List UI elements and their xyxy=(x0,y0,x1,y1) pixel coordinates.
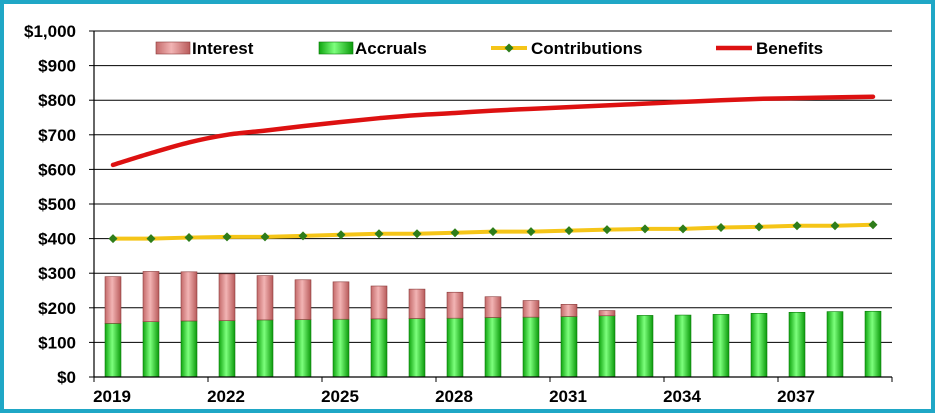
y-tick-label: $400 xyxy=(38,230,76,249)
y-tick-label: $500 xyxy=(38,195,76,214)
bar-interest xyxy=(522,300,540,318)
y-tick-label: $1,000 xyxy=(24,22,76,41)
x-tick-label: 2034 xyxy=(663,387,701,406)
legend-swatch-interest xyxy=(155,41,191,55)
bar-interest xyxy=(408,288,426,319)
contributions-marker xyxy=(184,233,194,243)
contributions-marker xyxy=(564,226,574,236)
bar-interest xyxy=(446,291,464,319)
contributions-marker xyxy=(374,229,384,239)
bar-accruals xyxy=(180,320,198,378)
contributions-marker xyxy=(412,229,422,239)
bar-accruals xyxy=(370,318,388,378)
x-tick-label: 2022 xyxy=(207,387,245,406)
x-tick-label: 2031 xyxy=(549,387,587,406)
bar-accruals xyxy=(826,311,844,378)
y-tick-label: $300 xyxy=(38,264,76,283)
bar-accruals xyxy=(598,315,616,378)
bar-interest xyxy=(560,304,578,317)
contributions-marker xyxy=(488,227,498,237)
bar-interest xyxy=(332,281,350,320)
legend-label-accruals: Accruals xyxy=(355,39,427,58)
legend-label-contributions: Contributions xyxy=(531,39,642,58)
bar-interest xyxy=(180,271,198,322)
contributions-marker xyxy=(868,220,878,230)
contributions-marker xyxy=(526,227,536,237)
legend-label-benefits: Benefits xyxy=(756,39,823,58)
contributions-marker xyxy=(754,222,764,232)
bar-interest xyxy=(370,285,388,320)
bar-accruals xyxy=(218,320,236,378)
bar-accruals xyxy=(256,319,274,378)
x-tick-label: 2037 xyxy=(777,387,815,406)
bars xyxy=(104,271,882,378)
contributions-marker xyxy=(830,221,840,231)
bar-accruals xyxy=(484,317,502,378)
y-tick-label: $0 xyxy=(57,368,76,387)
legend: Interest Accruals Contributions Benefits xyxy=(155,39,823,58)
bar-accruals xyxy=(522,316,540,378)
x-tick-label: 2025 xyxy=(321,387,359,406)
y-tick-label: $800 xyxy=(38,91,76,110)
contributions-marker xyxy=(260,232,270,242)
contributions-marker xyxy=(450,228,460,238)
benefits-line xyxy=(110,94,876,168)
contributions-marker xyxy=(146,234,156,244)
bar-accruals xyxy=(788,311,806,378)
gridlines xyxy=(94,30,892,343)
legend-label-interest: Interest xyxy=(192,39,254,58)
contributions-marker xyxy=(298,231,308,241)
y-tick-label: $200 xyxy=(38,299,76,318)
bar-accruals xyxy=(104,323,122,378)
bar-interest xyxy=(598,310,616,317)
bar-accruals xyxy=(864,310,882,378)
bar-accruals xyxy=(560,316,578,378)
lines xyxy=(108,94,878,244)
bar-accruals xyxy=(408,318,426,378)
y-tick-label: $700 xyxy=(38,126,76,145)
bar-accruals xyxy=(636,315,654,378)
bar-interest xyxy=(484,296,502,318)
x-tick-labels: 2019 2022 2025 2028 2031 2034 2037 xyxy=(93,387,815,406)
contributions-marker xyxy=(640,224,650,234)
legend-swatch-accruals xyxy=(318,41,354,55)
bar-accruals xyxy=(142,321,160,378)
contributions-marker xyxy=(108,234,118,244)
contributions-marker xyxy=(792,221,802,231)
y-tick-label: $900 xyxy=(38,57,76,76)
chart-svg: $0 $100 $200 $300 $400 $500 $600 $700 $800 $900 $1… xyxy=(24,22,893,406)
y-tick-label: $100 xyxy=(38,333,76,352)
bar-interest xyxy=(142,271,160,322)
bar-accruals xyxy=(712,314,730,378)
axes xyxy=(89,30,893,382)
bar-accruals xyxy=(446,317,464,378)
contributions-marker xyxy=(336,230,346,240)
bar-interest xyxy=(256,275,274,321)
bar-interest xyxy=(218,273,236,321)
y-tick-label: $600 xyxy=(38,160,76,179)
bar-interest xyxy=(104,276,122,324)
contributions-marker xyxy=(602,225,612,235)
bar-accruals xyxy=(674,314,692,378)
contributions-marker xyxy=(222,232,232,242)
x-tick-label: 2028 xyxy=(435,387,473,406)
contributions-marker xyxy=(716,223,726,233)
bar-accruals xyxy=(332,318,350,378)
bar-accruals xyxy=(294,319,312,378)
bar-interest xyxy=(294,279,312,320)
legend-marker-contributions xyxy=(504,43,514,53)
x-tick-label: 2019 xyxy=(93,387,131,406)
y-tick-labels: $0 $100 $200 $300 $400 $500 $600 $700 $800 $900 $1… xyxy=(24,22,76,387)
bar-accruals xyxy=(750,313,768,378)
contributions-marker xyxy=(678,224,688,234)
